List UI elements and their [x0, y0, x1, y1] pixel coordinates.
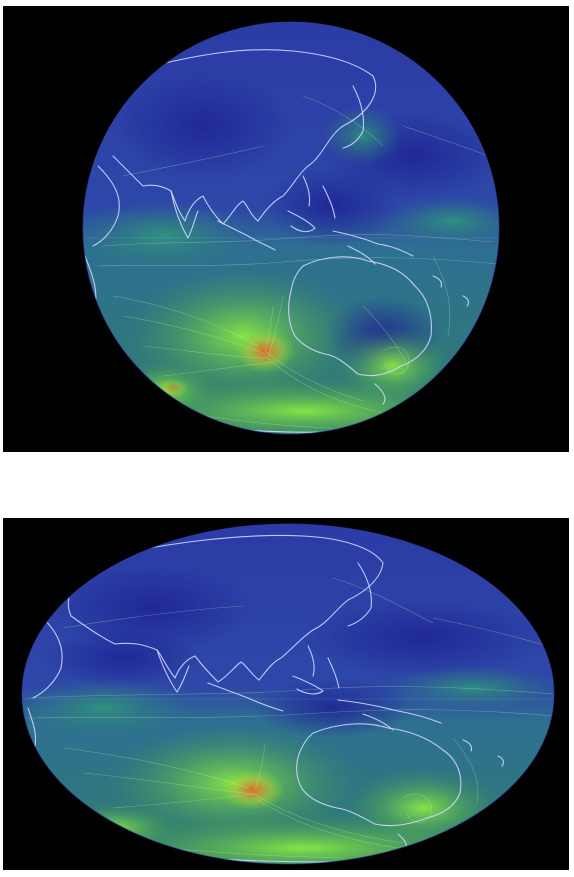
wind-streamlines — [97, 95, 499, 429]
globe-panel-elliptical — [3, 518, 569, 870]
globe-panel-orthographic — [3, 6, 569, 452]
orthographic-globe — [82, 21, 500, 435]
wind-field — [22, 524, 554, 864]
elliptical-map — [21, 523, 555, 865]
